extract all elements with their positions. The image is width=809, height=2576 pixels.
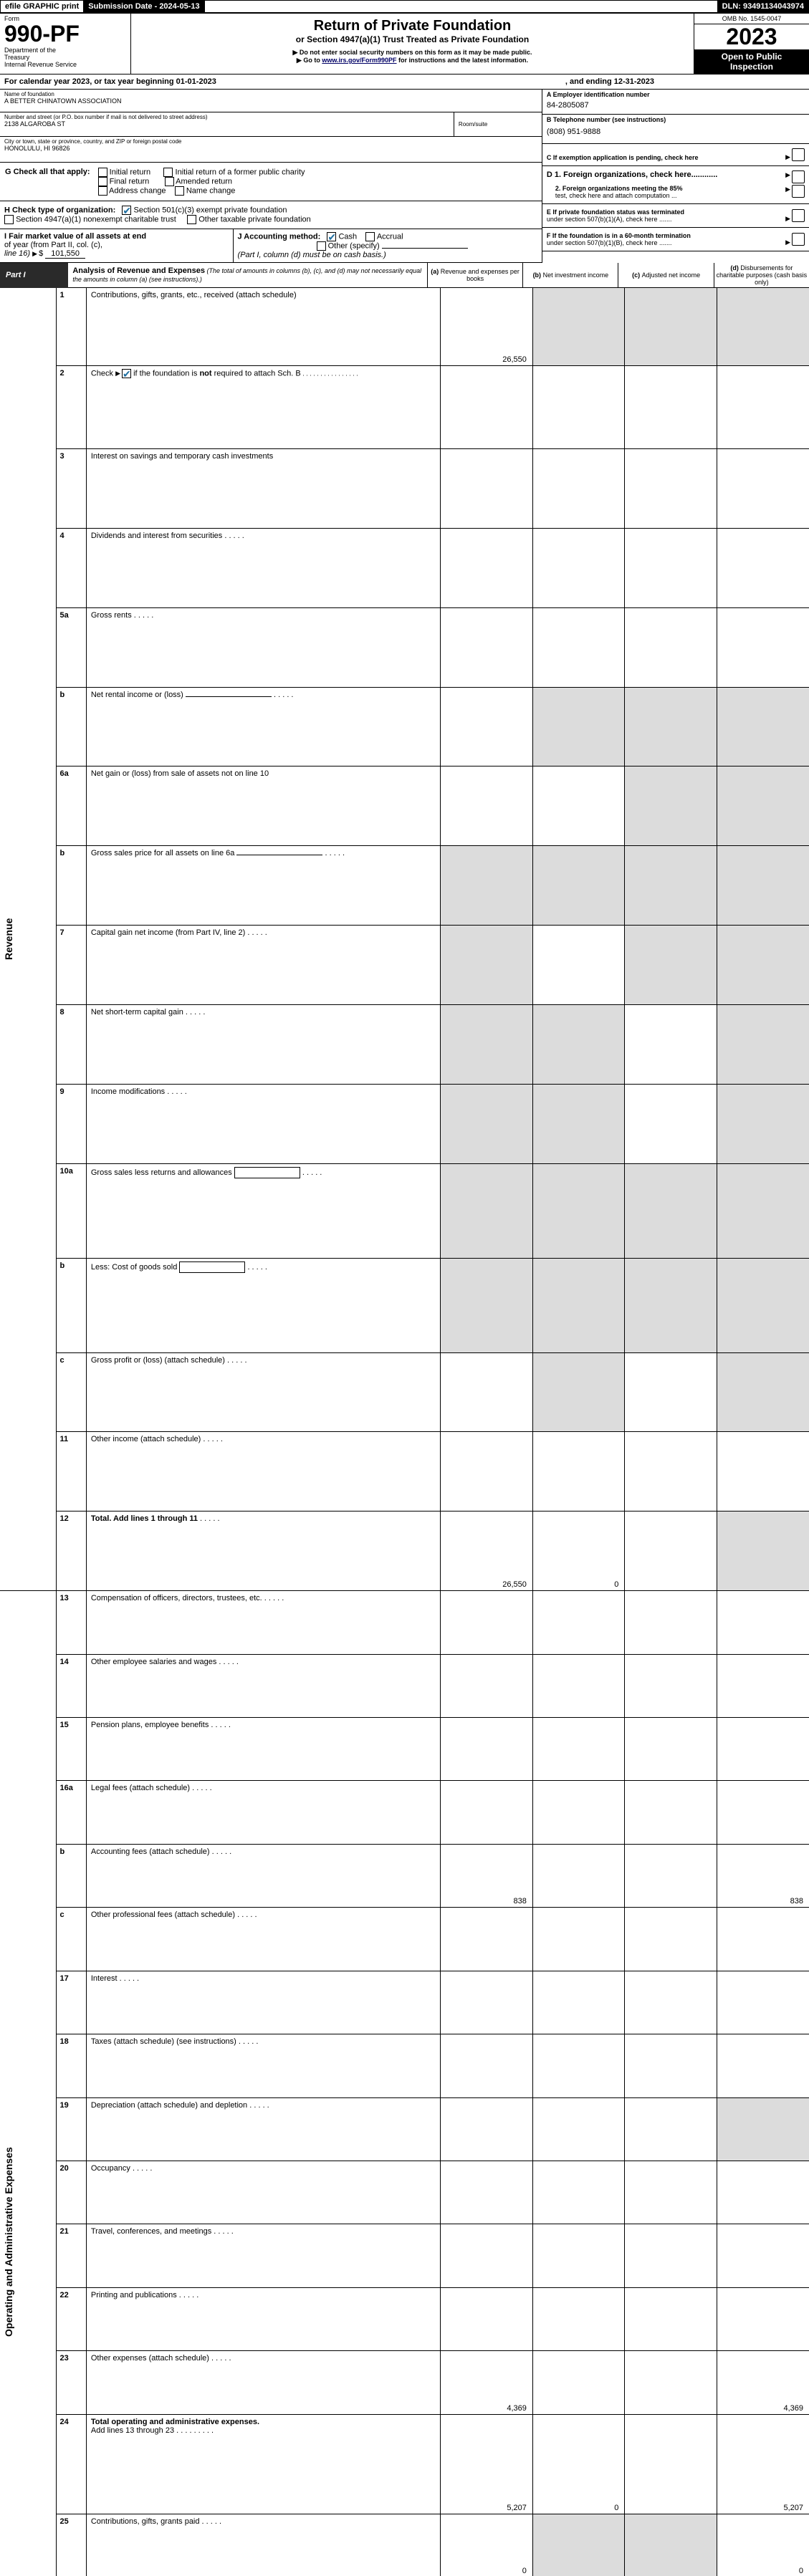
table-row: 20Occupancy . . . . .: [0, 2161, 809, 2224]
g-label: G Check all that apply:: [5, 168, 90, 176]
table-row: bLess: Cost of goods sold . . . . .: [0, 1258, 809, 1352]
table-row: 21Travel, conferences, and meetings . . …: [0, 2224, 809, 2287]
table-row: 24Total operating and administrative exp…: [0, 2414, 809, 2514]
table-row: 4Dividends and interest from securities …: [0, 528, 809, 607]
cb-60-month[interactable]: [792, 233, 805, 246]
table-row: 9Income modifications . . . . .: [0, 1084, 809, 1163]
cb-final-return[interactable]: [98, 177, 107, 186]
cb-cash[interactable]: [327, 232, 336, 241]
cb-name-change[interactable]: [175, 186, 184, 196]
cb-foreign-85[interactable]: [792, 185, 805, 198]
table-row: 23Other expenses (attach schedule) . . .…: [0, 2351, 809, 2414]
cb-foreign-org[interactable]: [792, 170, 805, 183]
table-row: 17Interest . . . . .: [0, 1971, 809, 2034]
room-label: Room/suite: [459, 121, 537, 128]
table-row: cOther professional fees (attach schedul…: [0, 1908, 809, 1971]
table-row: 15Pension plans, employee benefits . . .…: [0, 1718, 809, 1781]
cb-501c3[interactable]: [122, 206, 131, 215]
calendar-begin: For calendar year 2023, or tax year begi…: [4, 77, 216, 86]
table-row: cGross profit or (loss) (attach schedule…: [0, 1352, 809, 1432]
a-label: A Employer identification number: [547, 91, 805, 98]
table-row: 6aNet gain or (loss) from sale of assets…: [0, 766, 809, 846]
name-label: Name of foundation: [4, 91, 537, 97]
table-row: 7Capital gain net income (from Part IV, …: [0, 926, 809, 1005]
cb-exemption-pending[interactable]: [792, 148, 805, 161]
phone: (808) 951-9888: [547, 128, 805, 136]
cb-initial-return-former[interactable]: [163, 168, 173, 177]
foundation-name: A BETTER CHINATOWN ASSOCIATION: [4, 97, 537, 105]
irs-link[interactable]: www.irs.gov/Form990PF: [322, 57, 396, 64]
table-row: 14Other employee salaries and wages . . …: [0, 1654, 809, 1717]
submission-date: Submission Date - 2024-05-13: [88, 2, 199, 11]
cb-initial-return[interactable]: [98, 168, 107, 177]
table-row: 25Contributions, gifts, grants paid . . …: [0, 2514, 809, 2576]
cb-other-method[interactable]: [317, 241, 326, 251]
cb-amended-return[interactable]: [165, 177, 174, 186]
table-row: 16aLegal fees (attach schedule) . . . . …: [0, 1781, 809, 1844]
table-row: 18Taxes (attach schedule) (see instructi…: [0, 2034, 809, 2097]
instr-1: ▶ Do not enter social security numbers o…: [135, 49, 689, 57]
table-row: 8Net short-term capital gain . . . . .: [0, 1004, 809, 1084]
omb-number: OMB No. 1545-0047: [694, 14, 809, 24]
street-address: 2138 ALGAROBA ST: [4, 120, 449, 128]
table-row: 22Printing and publications . . . . .: [0, 2287, 809, 2350]
table-row: Operating and Administrative Expenses13C…: [0, 1591, 809, 1654]
table-row: bAccounting fees (attach schedule) . . .…: [0, 1844, 809, 1907]
table-row: 10aGross sales less returns and allowanc…: [0, 1163, 809, 1258]
table-row: 2Check if the foundation is not required…: [0, 365, 809, 448]
city-label: City or town, state or province, country…: [4, 138, 537, 145]
table-row: 12Total. Add lines 1 through 11 . . . . …: [0, 1512, 809, 1591]
form-subtitle: or Section 4947(a)(1) Trust Treated as P…: [135, 34, 689, 44]
cb-other-taxable[interactable]: [187, 215, 196, 224]
fmv-value: 101,550: [45, 249, 85, 259]
header-bar: efile GRAPHIC print Submission Date - 20…: [0, 0, 809, 13]
cb-4947a1[interactable]: [4, 215, 14, 224]
ein: 84-2805087: [547, 101, 805, 110]
dln: DLN: 93491134043974: [722, 2, 804, 11]
part1-tag: Part I: [0, 263, 68, 288]
cb-address-change[interactable]: [98, 186, 107, 196]
b-label: B Telephone number (see instructions): [547, 116, 805, 123]
title-block: Form 990-PF Department of the Treasury I…: [0, 13, 809, 75]
table-row: bNet rental income or (loss) . . . . .: [0, 687, 809, 766]
cb-status-terminated[interactable]: [792, 209, 805, 222]
table-row: 11Other income (attach schedule) . . . .…: [0, 1432, 809, 1512]
table-row: Revenue1Contributions, gifts, grants, et…: [0, 288, 809, 365]
cb-sch-b[interactable]: [122, 369, 131, 378]
tax-year: 2023: [694, 24, 809, 49]
form-title: Return of Private Foundation: [135, 18, 689, 34]
city-value: HONOLULU, HI 96826: [4, 145, 537, 152]
efile-label[interactable]: efile GRAPHIC print: [5, 2, 79, 11]
cb-accrual[interactable]: [365, 232, 375, 241]
table-row: 5aGross rents . . . . .: [0, 607, 809, 687]
part1-table: Revenue1Contributions, gifts, grants, et…: [0, 288, 809, 2576]
form-number: 990-PF: [4, 22, 126, 45]
h-label: H Check type of organization:: [4, 206, 115, 215]
table-row: 19Depreciation (attach schedule) and dep…: [0, 2097, 809, 2161]
addr-label: Number and street (or P.O. box number if…: [4, 114, 449, 120]
table-row: 3Interest on savings and temporary cash …: [0, 449, 809, 529]
calendar-end: , and ending 12-31-2023: [565, 77, 654, 86]
table-row: bGross sales price for all assets on lin…: [0, 846, 809, 926]
